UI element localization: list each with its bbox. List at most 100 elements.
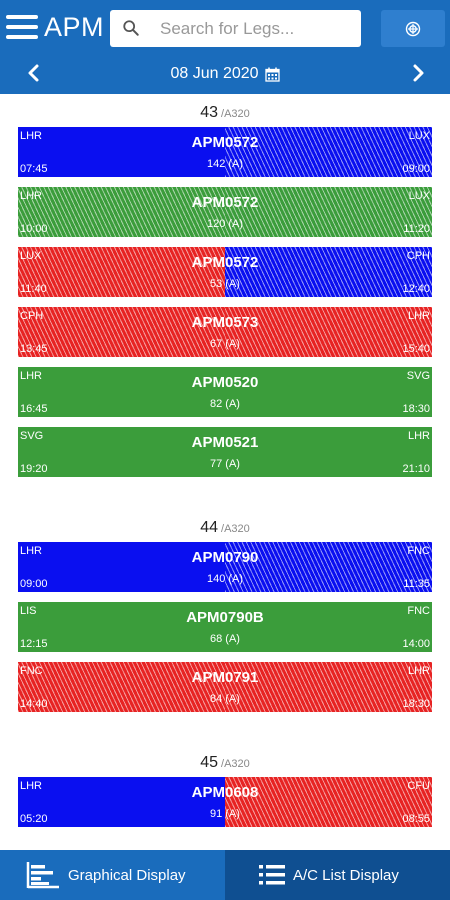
passenger-count: 142 (A) xyxy=(206,158,244,170)
departure-time: 12:15 xyxy=(20,638,48,650)
destination-code: SVG xyxy=(406,370,430,382)
tab-ac-list-display[interactable]: A/C List Display xyxy=(225,850,450,900)
origin-code: LHR xyxy=(20,370,43,382)
leg-segment-right xyxy=(225,777,432,827)
flight-number: APM0791 xyxy=(191,669,259,686)
legs-list[interactable]: 43/A320 LHR LUX 07:45 09:00 APM0572 142 (A) LHR… xyxy=(0,94,450,850)
aircraft-tail: 44 xyxy=(200,519,219,536)
app-title: APM xyxy=(44,12,105,42)
filter-button[interactable] xyxy=(381,10,445,47)
leg-segment-left xyxy=(18,127,225,177)
flight-leg[interactable]: LHR FNC 09:00 11:35 APM0790 140 (A) xyxy=(18,542,432,592)
aircraft-header: 44/A320 xyxy=(0,509,450,539)
aircraft-tail: 45 xyxy=(200,754,219,771)
departure-time: 19:20 xyxy=(20,463,48,475)
passenger-count: 82 (A) xyxy=(210,398,240,410)
destination-code: LUX xyxy=(408,190,430,202)
leg-segment-right xyxy=(225,127,432,177)
leg-segment-left xyxy=(18,367,225,417)
passenger-count: 53 (A) xyxy=(210,278,240,290)
origin-code: FNC xyxy=(20,665,43,677)
arrival-time: 08:55 xyxy=(402,813,430,825)
bar-chart-icon xyxy=(26,862,59,889)
flight-number: APM0790B xyxy=(186,609,264,626)
flight-number: APM0520 xyxy=(191,374,259,391)
flight-leg[interactable]: LUX CPH 11:40 12:40 APM0572 53 (A) xyxy=(18,247,432,297)
chevron-left-icon[interactable] xyxy=(20,59,48,87)
flight-leg[interactable]: CPH LHR 13:45 15:40 APM0573 67 (A) xyxy=(18,307,432,357)
departure-time: 05:20 xyxy=(20,813,48,825)
departure-time: 07:45 xyxy=(20,163,48,175)
flight-leg[interactable]: FNC LHR 14:40 18:30 APM0791 84 (A) xyxy=(18,662,432,712)
passenger-count: 77 (A) xyxy=(210,458,240,470)
arrival-time: 18:30 xyxy=(402,698,430,710)
arrival-time: 15:40 xyxy=(402,343,430,355)
destination-code: FNC xyxy=(407,545,430,557)
arrival-time: 21:10 xyxy=(402,463,430,475)
leg-segment-left xyxy=(18,662,225,712)
search-icon xyxy=(123,20,139,36)
leg-segment-right xyxy=(225,662,432,712)
destination-code: FNC xyxy=(407,605,430,617)
leg-segment-right xyxy=(225,247,432,297)
aircraft-type: /A320 xyxy=(221,758,250,770)
aircraft-tail: 43 xyxy=(200,104,219,121)
arrival-time: 11:20 xyxy=(403,223,430,235)
search-box[interactable] xyxy=(110,10,361,47)
tab-graphical-display[interactable]: Graphical Display xyxy=(0,850,225,900)
flight-leg[interactable]: LIS FNC 12:15 14:00 APM0790B 68 (A) xyxy=(18,602,432,652)
arrival-time: 14:00 xyxy=(402,638,430,650)
passenger-count: 67 (A) xyxy=(210,338,240,350)
passenger-count: 91 (A) xyxy=(210,808,240,820)
flight-number: APM0572 xyxy=(191,194,259,211)
destination-code: CFU xyxy=(407,780,430,792)
destination-code: LUX xyxy=(408,130,430,142)
leg-segment-right xyxy=(225,307,432,357)
origin-code: LUX xyxy=(20,250,42,262)
aircraft-header: 43/A320 xyxy=(0,94,450,124)
leg-segment-left xyxy=(18,542,225,592)
departure-time: 16:45 xyxy=(20,403,48,415)
leg-segment-left xyxy=(18,602,225,652)
flight-number: APM0572 xyxy=(191,254,259,271)
flight-leg[interactable]: LHR SVG 16:45 18:30 APM0520 82 (A) xyxy=(18,367,432,417)
departure-time: 13:45 xyxy=(20,343,48,355)
arrival-time: 18:30 xyxy=(402,403,430,415)
search-input[interactable] xyxy=(150,14,355,43)
bottom-tab-bar: Graphical Display A/C List Display xyxy=(0,850,450,900)
origin-code: LHR xyxy=(20,545,43,557)
chevron-right-icon[interactable] xyxy=(404,59,432,87)
passenger-count: 120 (A) xyxy=(206,218,244,230)
aircraft-header: 45/A320 xyxy=(0,744,450,774)
leg-segment-right xyxy=(225,367,432,417)
hamburger-icon[interactable] xyxy=(6,15,38,43)
destination-code: CPH xyxy=(406,250,430,262)
date-display[interactable]: 08 Jun 2020 xyxy=(0,65,450,83)
origin-code: LIS xyxy=(20,605,37,617)
flight-number: APM0608 xyxy=(191,784,259,801)
arrival-time: 09:00 xyxy=(402,163,430,175)
flight-number: APM0573 xyxy=(191,314,259,331)
origin-code: CPH xyxy=(20,310,44,322)
aircraft-group: 44/A320 LHR FNC 09:00 11:35 APM0790 140 (A) LIS… xyxy=(0,509,450,712)
departure-time: 14:40 xyxy=(20,698,48,710)
flight-leg[interactable]: LHR LUX 07:45 09:00 APM0572 142 (A) xyxy=(18,127,432,177)
passenger-count: 140 (A) xyxy=(206,573,244,585)
origin-code: LHR xyxy=(20,130,43,142)
flight-leg[interactable]: LHR LUX 10:00 11:20 APM0572 120 (A) xyxy=(18,187,432,237)
flight-leg[interactable]: LHR CFU 05:20 08:55 APM0608 91 (A) xyxy=(18,777,432,827)
leg-segment-right xyxy=(225,542,432,592)
origin-code: LHR xyxy=(20,190,43,202)
departure-time: 11:40 xyxy=(20,283,47,295)
leg-segment-right xyxy=(225,602,432,652)
list-icon xyxy=(259,865,285,885)
flight-leg[interactable]: SVG LHR 19:20 21:10 APM0521 77 (A) xyxy=(18,427,432,477)
leg-segment-left xyxy=(18,247,225,297)
arrival-time: 12:40 xyxy=(402,283,430,295)
leg-segment-right xyxy=(225,427,432,477)
leg-segment-left xyxy=(18,427,225,477)
tab-graphical-display-label: Graphical Display xyxy=(68,866,186,884)
destination-code: LHR xyxy=(407,430,430,442)
leg-segment-left xyxy=(18,777,225,827)
